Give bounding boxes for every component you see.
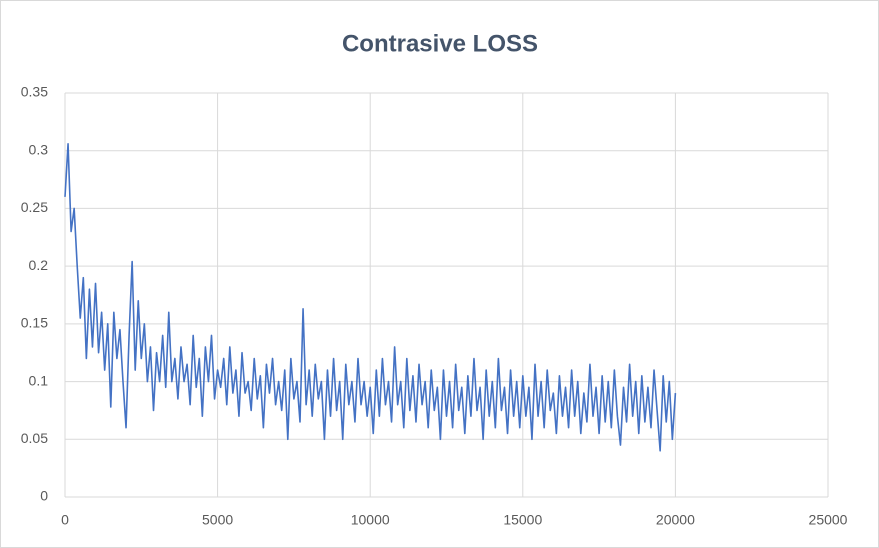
y-tick-label: 0 [40,488,48,504]
x-tick-label: 0 [61,512,69,528]
x-tick-label: 25000 [809,512,848,528]
x-tick-label: 15000 [503,512,542,528]
x-tick-label: 5000 [202,512,233,528]
y-tick-label: 0.25 [21,199,48,215]
series-line [64,142,677,452]
y-tick-label: 0.2 [29,257,49,273]
y-tick-label: 0.3 [29,141,49,157]
y-tick-label: 0.05 [21,430,48,446]
chart-title: Contrasive LOSS [342,30,538,57]
x-tick-label: 10000 [351,512,390,528]
x-tick-label: 20000 [656,512,695,528]
y-tick-label: 0.1 [29,372,49,388]
y-tick-label: 0.35 [21,84,48,100]
y-tick-label: 0.15 [21,315,48,331]
